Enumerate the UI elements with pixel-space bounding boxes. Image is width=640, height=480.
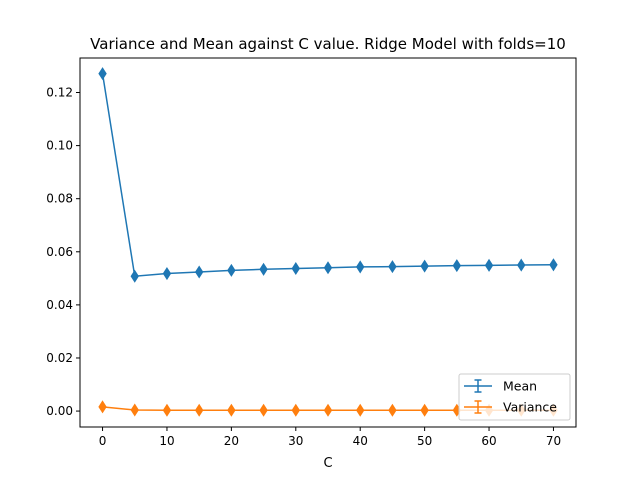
data-point-mean <box>356 260 365 274</box>
data-point-mean <box>549 258 558 272</box>
data-point-mean <box>194 265 204 279</box>
legend-label-mean: Mean <box>503 379 537 394</box>
legend: Mean Variance <box>458 373 571 421</box>
y-tick-label: 0.00 <box>46 404 73 418</box>
data-point-mean <box>517 258 526 272</box>
y-tick-label: 0.02 <box>46 351 73 365</box>
data-point-variance <box>323 403 333 417</box>
data-point-variance <box>130 403 139 417</box>
data-point-mean <box>484 258 494 272</box>
x-axis: 0 10 20 30 40 50 60 70 <box>99 427 561 448</box>
data-point-mean <box>323 261 333 275</box>
data-point-variance <box>259 403 268 417</box>
y-axis: 0.00 0.02 0.04 0.06 0.08 0.10 0.12 <box>46 86 80 418</box>
data-point-mean <box>130 269 139 283</box>
data-point-mean <box>452 259 462 273</box>
chart-title: Variance and Mean against C value. Ridge… <box>90 35 566 53</box>
y-tick-label: 0.04 <box>46 298 73 312</box>
axes-frame <box>79 57 577 428</box>
legend-variance-handle <box>464 400 492 414</box>
x-tick-label: 30 <box>288 434 303 448</box>
legend-label-variance: Variance <box>503 400 557 415</box>
data-point-mean <box>259 262 268 276</box>
x-tick-label: 0 <box>99 434 107 448</box>
data-point-variance <box>194 403 204 417</box>
x-tick-label: 60 <box>481 434 496 448</box>
x-tick-label: 40 <box>353 434 368 448</box>
y-tick-label: 0.06 <box>46 245 73 259</box>
data-point-mean <box>162 267 172 281</box>
data-point-variance <box>388 403 397 417</box>
plot-area <box>98 67 558 417</box>
data-point-mean <box>388 260 397 274</box>
data-point-variance <box>420 403 429 417</box>
x-axis-title: C <box>323 456 332 471</box>
y-tick-label: 0.08 <box>46 192 73 206</box>
x-tick-label: 70 <box>546 434 561 448</box>
data-point-mean <box>98 67 107 81</box>
data-point-variance <box>98 400 107 414</box>
data-point-mean <box>227 263 236 277</box>
x-tick-label: 50 <box>417 434 432 448</box>
data-point-mean <box>291 261 300 276</box>
legend-mean-handle <box>464 379 492 393</box>
data-point-variance <box>162 403 172 417</box>
y-tick-label: 0.12 <box>46 86 73 100</box>
data-point-variance <box>227 403 236 417</box>
x-tick-label: 20 <box>224 434 239 448</box>
y-tick-label: 0.10 <box>46 139 73 153</box>
x-tick-label: 10 <box>159 434 174 448</box>
data-point-variance <box>356 403 365 417</box>
data-point-mean <box>420 259 429 273</box>
data-point-variance <box>291 403 300 417</box>
